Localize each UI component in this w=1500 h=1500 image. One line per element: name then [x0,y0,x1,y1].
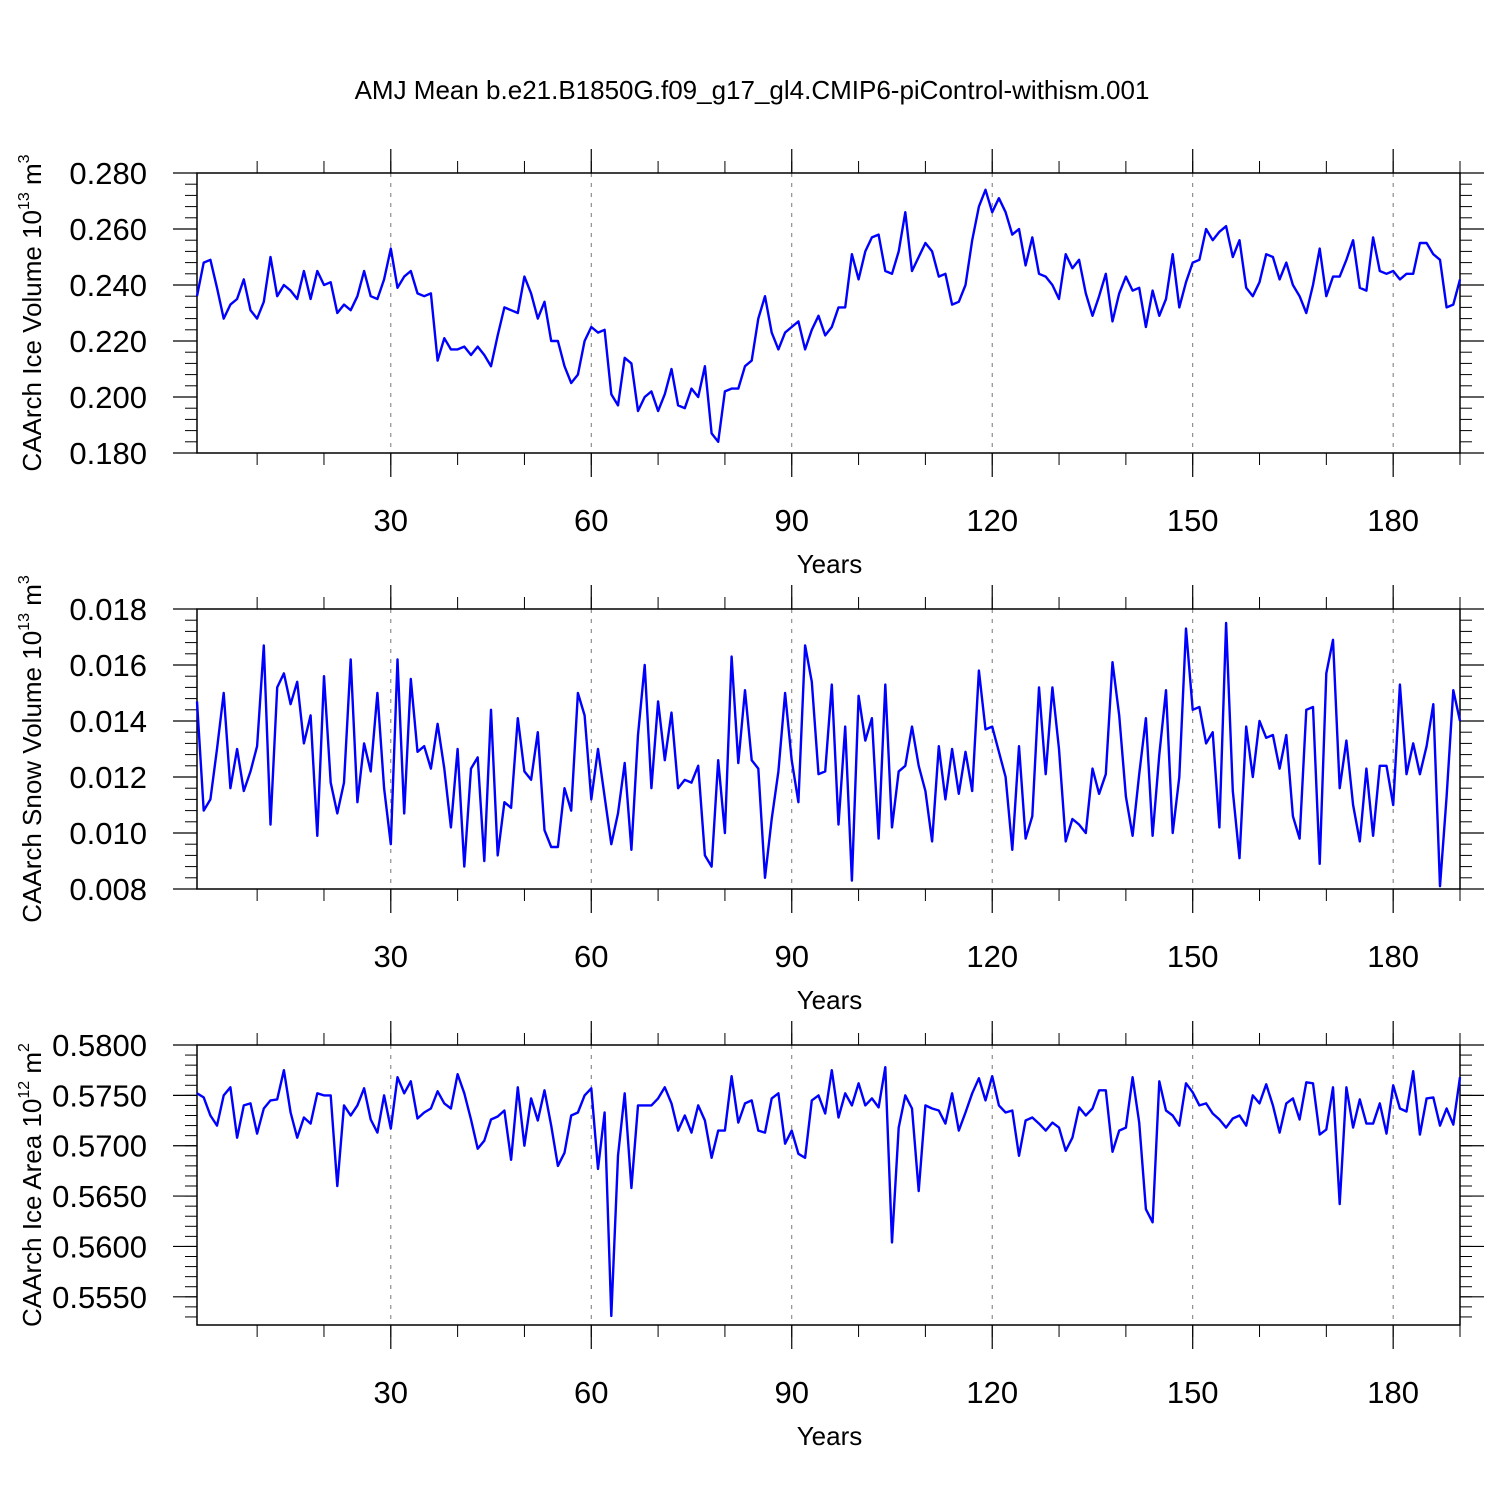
x-tick-label: 90 [775,1375,809,1410]
panels: 0.180 0.200 0.220 0.240 0.260 0.280 30 60 90 120 1… [16,149,1484,1451]
y-axis-label-unit-exponent: 3 [16,575,33,584]
x-tick-label: 30 [374,503,408,538]
y-axis-label-unit: m [17,1052,47,1081]
x-tick-label: 180 [1367,1375,1419,1410]
plot-frame [196,608,1461,890]
y-axis-label-exponent: 13 [16,192,33,210]
plot-frame [196,1044,1461,1326]
y-axis-label-exponent: 13 [16,613,33,631]
y-tick-label: 0.5650 [52,1179,147,1214]
x-tick-label: 180 [1367,939,1419,974]
y-tick-label: 0.016 [69,648,147,683]
x-axis-label: Years [797,549,863,579]
plot-frame [196,172,1461,454]
panel-ice-area: 0.5550 0.5600 0.5650 0.5700 0.5750 0.5800 30 60… [16,1021,1484,1451]
y-tick-label: 0.5750 [52,1078,147,1113]
series-line-ice-area [196,1065,1462,1318]
series-line-ice-volume [195,188,1462,443]
x-axis-label: Years [797,1421,863,1451]
y-tick-label: 0.5800 [52,1028,147,1063]
x-tick-label: 150 [1167,939,1219,974]
series-line-snow-volume [195,621,1462,888]
y-axis-label-main: CAArch Snow Volume 10 [17,631,47,923]
y-tick-label: 0.5600 [52,1229,147,1264]
y-axis-label: CAArch Ice Area 1012 m2 [16,1043,47,1327]
x-tick-label: 30 [374,939,408,974]
y-axis-label-exponent: 12 [16,1081,33,1099]
y-tick-label: 0.240 [69,268,147,303]
x-tick-label: 60 [574,503,608,538]
y-axis-label-main: CAArch Ice Volume 10 [17,210,47,472]
y-axis-label-unit: m [17,584,47,613]
y-tick-label: 0.200 [69,380,147,415]
panel-snow-volume: 0.008 0.010 0.012 0.014 0.016 0.018 30 60 90 120 1… [16,575,1484,1015]
y-tick-label: 0.012 [69,760,147,795]
y-axis-label-main: CAArch Ice Area 10 [17,1099,47,1327]
y-axis-label-unit-exponent: 2 [16,1043,33,1052]
y-axis-label-unit: m [17,163,47,192]
x-tick-label: 150 [1167,1375,1219,1410]
y-tick-label: 0.018 [69,592,147,627]
y-tick-label: 0.008 [69,872,147,907]
x-tick-label: 60 [574,939,608,974]
y-tick-label: 0.180 [69,436,147,471]
y-tick-label: 0.014 [69,704,147,739]
x-tick-label: 180 [1367,503,1419,538]
panel-ice-volume: 0.180 0.200 0.220 0.240 0.260 0.280 30 60 90 120 1… [16,149,1484,579]
y-tick-label: 0.5550 [52,1280,147,1315]
x-tick-label: 60 [574,1375,608,1410]
y-tick-label: 0.280 [69,156,147,191]
x-tick-label: 150 [1167,503,1219,538]
y-axis-label: CAArch Ice Volume 1013 m3 [16,154,47,471]
figure-title: AMJ Mean b.e21.B1850G.f09_g17_gl4.CMIP6-… [355,75,1150,105]
y-tick-label: 0.220 [69,324,147,359]
x-tick-label: 30 [374,1375,408,1410]
x-tick-label: 120 [966,1375,1018,1410]
x-tick-label: 90 [775,939,809,974]
x-tick-label: 90 [775,503,809,538]
y-tick-label: 0.5700 [52,1129,147,1164]
x-axis-label: Years [797,985,863,1015]
y-tick-label: 0.260 [69,212,147,247]
x-tick-label: 120 [966,939,1018,974]
y-axis-label-unit-exponent: 3 [16,154,33,163]
y-axis-label: CAArch Snow Volume 1013 m3 [16,575,47,923]
x-tick-label: 120 [966,503,1018,538]
y-tick-label: 0.010 [69,816,147,851]
